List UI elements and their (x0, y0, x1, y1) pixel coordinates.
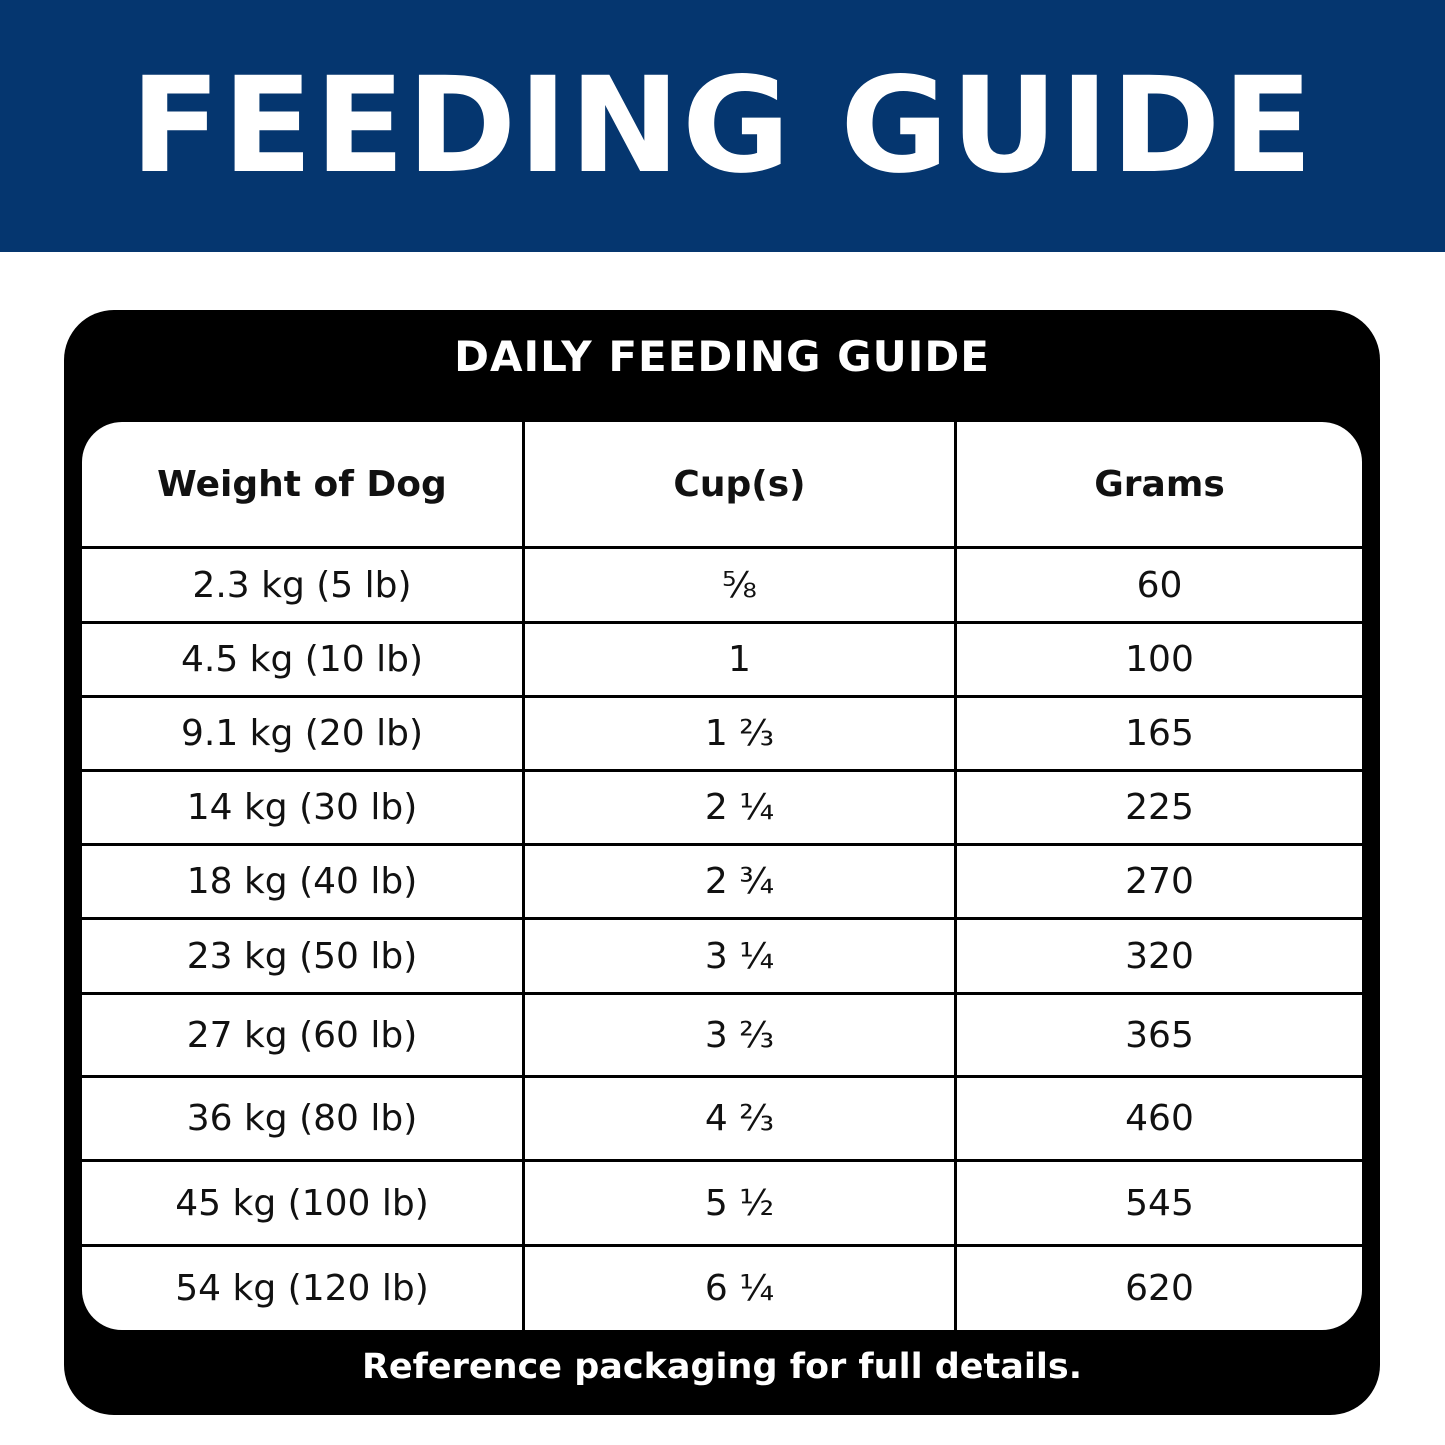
table-cell: 2 ¾ (525, 846, 957, 917)
banner: FEEDING GUIDE (0, 0, 1445, 252)
table-cell: 3 ¼ (525, 920, 957, 992)
table-cell: 60 (1136, 564, 1183, 606)
table-cell: 2.3 kg (5 lb) (82, 549, 525, 621)
table-cell: 6 ¼ (525, 1247, 957, 1330)
footer-note: Reference packaging for full details. (361, 1347, 1083, 1387)
column-header: Grams (1094, 463, 1225, 505)
feeding-table: Weight of Dog Cup(s) Grams 2.3 kg (5 lb) ⅝ 60… (82, 422, 1362, 1330)
table-cell: 4 ⅔ (525, 1078, 957, 1159)
table-cell: 270 (1125, 861, 1194, 902)
table-cell: 3 ⅔ (525, 995, 957, 1075)
table-cell: 1 ⅔ (525, 698, 957, 769)
table-cell: 23 kg (50 lb) (82, 920, 525, 992)
table-cell: ⅝ (525, 549, 957, 621)
table-cell: 45 kg (100 lb) (82, 1162, 525, 1244)
table-cell: 18 kg (40 lb) (82, 846, 525, 917)
table-row: 2.3 kg (5 lb) ⅝ 60 (82, 549, 1362, 624)
table-cell: 1 (525, 624, 957, 695)
table-row: 27 kg (60 lb) 3 ⅔ 365 (82, 995, 1362, 1078)
table-cell: 225 (1125, 787, 1194, 828)
banner-title: FEEDING GUIDE (130, 49, 1315, 203)
table-row: 36 kg (80 lb) 4 ⅔ 460 (82, 1078, 1362, 1162)
table-title: DAILY FEEDING GUIDE (454, 332, 990, 381)
table-cell: 460 (1125, 1098, 1194, 1139)
table-row: 14 kg (30 lb) 2 ¼ 225 (82, 772, 1362, 846)
table-row: 9.1 kg (20 lb) 1 ⅔ 165 (82, 698, 1362, 772)
table-row: 54 kg (120 lb) 6 ¼ 620 (82, 1247, 1362, 1330)
table-row: 18 kg (40 lb) 2 ¾ 270 (82, 846, 1362, 920)
table-cell: 14 kg (30 lb) (82, 772, 525, 843)
table-cell: 320 (1125, 935, 1194, 977)
table-cell: 100 (1125, 639, 1194, 680)
table-cell: 36 kg (80 lb) (82, 1078, 525, 1159)
table-cell: 27 kg (60 lb) (82, 995, 525, 1075)
table-cell: 165 (1125, 713, 1194, 754)
table-cell: 545 (1125, 1182, 1194, 1224)
column-header: Cup(s) (525, 422, 957, 546)
table-row: 4.5 kg (10 lb) 1 100 (82, 624, 1362, 698)
table-cell: 54 kg (120 lb) (82, 1247, 525, 1330)
table-cell: 4.5 kg (10 lb) (82, 624, 525, 695)
column-header: Weight of Dog (82, 422, 525, 546)
guide-panel: DAILY FEEDING GUIDE Weight of Dog Cup(s) G… (64, 310, 1380, 1415)
table-row: 45 kg (100 lb) 5 ½ 545 (82, 1162, 1362, 1247)
table-cell: 2 ¼ (525, 772, 957, 843)
table-cell: 5 ½ (525, 1162, 957, 1244)
table-row: 23 kg (50 lb) 3 ¼ 320 (82, 920, 1362, 995)
table-cell: 620 (1125, 1268, 1194, 1309)
table-cell: 9.1 kg (20 lb) (82, 698, 525, 769)
header-row: Weight of Dog Cup(s) Grams (82, 422, 1362, 549)
table-cell: 365 (1125, 1014, 1194, 1056)
